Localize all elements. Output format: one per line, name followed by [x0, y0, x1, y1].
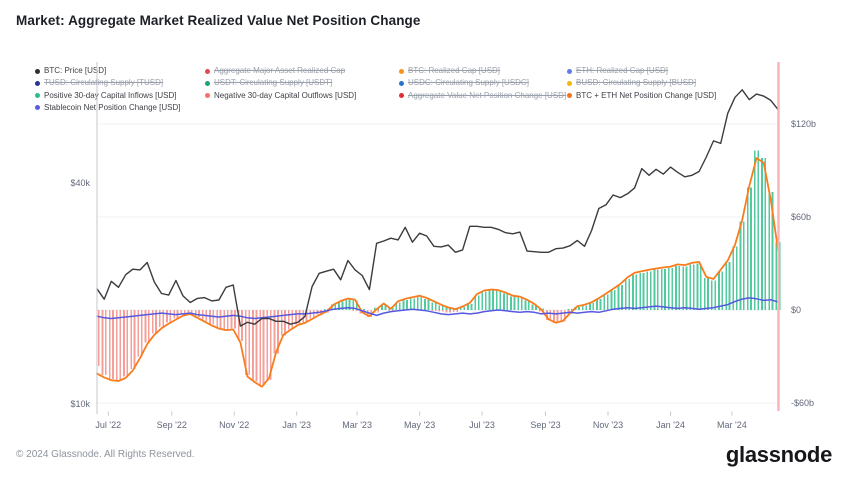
legend-item-negative-30-day-capital-outflows-usd[interactable]: Negative 30-day Capital Outflows [USD]	[205, 91, 356, 101]
legend-dot-icon	[567, 80, 572, 86]
copyright-text: © 2024 Glassnode. All Rights Reserved.	[16, 449, 195, 460]
x-axis-label: Mar '24	[717, 420, 747, 430]
legend-dot-icon	[35, 68, 40, 74]
x-axis-label: Jul '23	[469, 420, 495, 430]
legend-item-usdt-circulating-supply-usdt[interactable]: USDT: Circulating Supply [USDT]	[205, 78, 332, 88]
btc-price-line	[96, 89, 779, 327]
x-axis-label: Jan '23	[282, 420, 311, 430]
legend-item-label: USDC: Circulating Supply [USDC]	[408, 78, 529, 88]
page-title: Market: Aggregate Market Realized Value …	[16, 13, 421, 28]
legend-item-aggregate-major-asset-realized-cap[interactable]: Aggregate Major Asset Realized Cap	[205, 66, 345, 76]
legend-item-eth-realized-cap-usd[interactable]: ETH: Realized Cap [USD]	[567, 66, 668, 76]
chart-legend: BTC: Price [USD] Aggregate Major Asset Re…	[28, 66, 788, 116]
legend-item-label: TUSD: Circulating Supply [TUSD]	[44, 78, 164, 88]
legend-item-label: Aggregate Value Net Position Change [USD…	[408, 90, 567, 100]
y-axis-label-right: -$60b	[791, 398, 814, 408]
stablecoin-net-position-line	[96, 297, 779, 320]
legend-item-label: BUSD: Circulating Supply [BUSD]	[576, 78, 697, 88]
legend-dot-icon	[567, 68, 572, 74]
x-axis-label: May '23	[404, 420, 435, 430]
legend-item-label: Stablecoin Net Position Change [USD]	[44, 102, 181, 112]
glassnode-logo: glassnode	[725, 442, 832, 467]
legend-dot-icon	[399, 68, 404, 74]
legend-item-label: BTC: Realized Cap [USD]	[408, 66, 501, 75]
btc-eth-net-position-line	[96, 157, 779, 388]
legend-item-label: Aggregate Major Asset Realized Cap	[214, 66, 346, 75]
legend-item-aggregate-value-net-position-change-usd[interactable]: Aggregate Value Net Position Change [USD…	[399, 91, 566, 101]
x-axis-label: Nov '22	[219, 420, 249, 430]
x-axis-label: Sep '23	[530, 420, 560, 430]
legend-dot-icon	[567, 93, 572, 99]
legend-dot-icon	[399, 93, 404, 99]
y-axis-label-right: $60b	[791, 212, 811, 222]
legend-item-tusd-circulating-supply-tusd[interactable]: TUSD: Circulating Supply [TUSD]	[35, 78, 163, 88]
x-axis-label: Nov '23	[593, 420, 623, 430]
legend-item-btc-price-usd[interactable]: BTC: Price [USD]	[35, 66, 106, 76]
legend-item-busd-circulating-supply-busd[interactable]: BUSD: Circulating Supply [BUSD]	[567, 78, 696, 88]
y-axis-label-left: $10k	[70, 399, 90, 409]
legend-item-positive-30-day-capital-inflows-usd[interactable]: Positive 30-day Capital Inflows [USD]	[35, 91, 177, 101]
legend-item-label: Positive 30-day Capital Inflows [USD]	[44, 90, 177, 100]
legend-dot-icon	[205, 80, 210, 86]
legend-item-label: USDT: Circulating Supply [USDT]	[214, 78, 333, 88]
legend-item-btc-realized-cap-usd[interactable]: BTC: Realized Cap [USD]	[399, 66, 500, 76]
legend-item-label: Negative 30-day Capital Outflows [USD]	[214, 90, 357, 100]
positive-inflows-bars	[323, 150, 781, 311]
legend-dot-icon	[35, 80, 40, 86]
y-axis-label-left: $40k	[70, 178, 90, 188]
legend-item-label: ETH: Realized Cap [USD]	[576, 66, 669, 75]
legend-item-label: BTC + ETH Net Position Change [USD]	[576, 90, 717, 100]
negative-outflows-bars	[97, 310, 573, 386]
legend-dot-icon	[205, 68, 210, 74]
x-axis-label: Mar '23	[342, 420, 372, 430]
legend-dot-icon	[399, 80, 404, 86]
y-axis-label-right: $120b	[791, 119, 816, 129]
x-axis-label: Sep '22	[157, 420, 187, 430]
legend-item-label: BTC: Price [USD]	[44, 66, 107, 75]
x-axis-label: Jul '22	[95, 420, 121, 430]
x-axis-label: Jan '24	[656, 420, 685, 430]
y-axis-label-right: $0	[791, 305, 801, 315]
legend-item-usdc-circulating-supply-usdc[interactable]: USDC: Circulating Supply [USDC]	[399, 78, 529, 88]
legend-dot-icon	[205, 93, 210, 99]
legend-dot-icon	[35, 105, 40, 111]
legend-item-btc-eth-net-position-change-usd[interactable]: BTC + ETH Net Position Change [USD]	[567, 91, 716, 101]
legend-dot-icon	[35, 93, 40, 99]
legend-item-stablecoin-net-position-change-usd[interactable]: Stablecoin Net Position Change [USD]	[35, 103, 181, 113]
